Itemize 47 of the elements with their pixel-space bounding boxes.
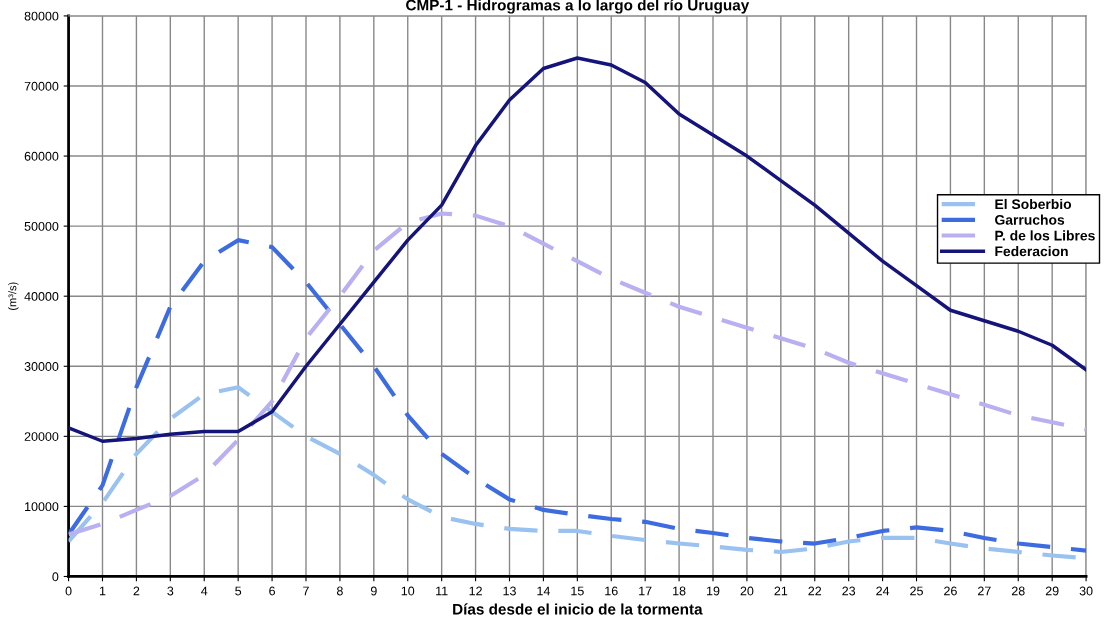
y-axis-title: (m³/s)	[8, 282, 19, 311]
x-tick-label: 0	[65, 586, 72, 596]
legend-label: El Soberbio	[995, 198, 1072, 210]
x-tick-label: 22	[808, 586, 822, 596]
x-tick-label: 28	[1011, 586, 1025, 596]
x-tick-label: 29	[1045, 586, 1059, 596]
x-tick-label: 30	[1079, 586, 1093, 596]
y-tick-label: 30000	[24, 362, 59, 371]
x-tick-label: 16	[605, 586, 618, 596]
x-tick-label: 6	[269, 586, 275, 596]
x-tick-label: 19	[707, 586, 720, 596]
x-tick-label: 5	[235, 586, 242, 596]
chart-title: CMP-1 - Hidrogramas a lo largo del río Uruguay	[406, 0, 750, 14]
legend-label: Federacion	[995, 246, 1068, 257]
x-tick-label: 7	[303, 586, 309, 596]
y-tick-label: 70000	[24, 81, 59, 91]
x-tick-label: 17	[639, 586, 652, 596]
legend-label: Garruchos	[995, 214, 1065, 225]
x-tick-label: 20	[740, 586, 754, 596]
y-tick-label: 50000	[24, 221, 59, 231]
x-tick-label: 4	[201, 586, 208, 596]
x-tick-label: 9	[370, 586, 377, 596]
x-tick-label: 27	[978, 586, 991, 596]
x-tick-label: 11	[436, 586, 448, 596]
x-tick-label: 12	[469, 586, 482, 596]
x-tick-label: 2	[133, 586, 140, 596]
x-tick-label: 24	[876, 586, 890, 596]
x-tick-label: 1	[99, 586, 106, 596]
x-tick-label: 26	[944, 586, 957, 596]
x-tick-label: 8	[336, 586, 343, 596]
x-tick-label: 18	[673, 586, 686, 596]
x-tick-label: 10	[401, 586, 415, 596]
y-tick-label: 10000	[25, 502, 59, 512]
y-tick-label: 0	[52, 572, 59, 582]
x-tick-label: 21	[774, 586, 788, 596]
x-tick-label: 23	[842, 586, 856, 596]
x-tick-label: 13	[503, 586, 516, 596]
x-tick-label: 14	[537, 586, 550, 596]
x-tick-label: 15	[571, 586, 584, 596]
y-tick-label: 20000	[24, 432, 59, 441]
legend-label: P. de los Libres	[995, 230, 1095, 241]
y-tick-label: 80000	[24, 11, 59, 21]
y-tick-label: 40000	[24, 292, 59, 301]
x-tick-label: 25	[910, 586, 923, 596]
y-tick-label: 60000	[24, 151, 59, 161]
x-tick-label: 3	[167, 586, 174, 596]
x-axis-title: Días desde el inicio de la tormenta	[453, 603, 703, 615]
